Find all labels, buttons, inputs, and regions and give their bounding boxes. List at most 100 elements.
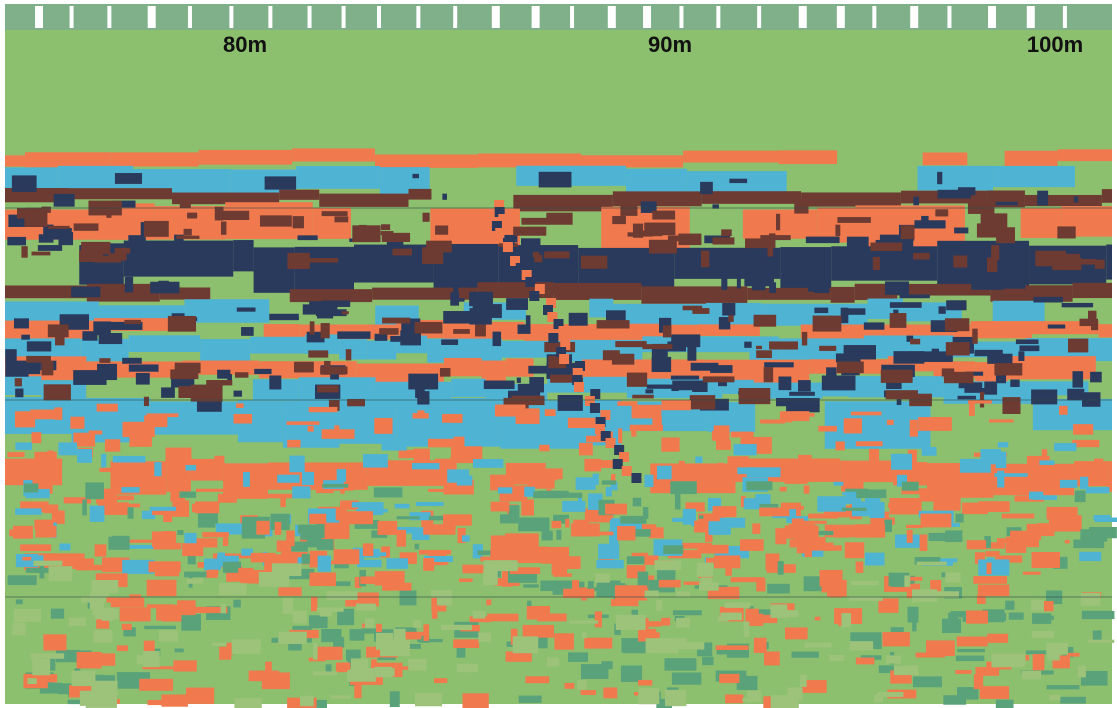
speckle: [416, 502, 444, 506]
speckle: [213, 471, 226, 474]
speckle: [856, 561, 864, 572]
layer-patch: [923, 152, 968, 165]
speckle: [311, 597, 317, 612]
speckle: [932, 349, 939, 354]
speckle: [412, 463, 439, 469]
speckle: [379, 328, 398, 335]
speckle: [588, 581, 594, 589]
speckle: [673, 610, 702, 615]
speckle: [771, 695, 799, 708]
speckle: [886, 655, 901, 663]
speckle: [956, 656, 984, 661]
speckle: [545, 409, 556, 416]
speckle: [910, 420, 918, 437]
speckle: [554, 633, 574, 649]
speckle: [528, 474, 555, 489]
speckle: [1057, 226, 1075, 238]
speckle: [398, 450, 429, 458]
speckle: [69, 618, 86, 627]
speckle: [77, 449, 92, 463]
speckle: [977, 223, 1005, 237]
speckle: [302, 472, 314, 485]
speckle: [38, 245, 62, 251]
speckle: [187, 213, 197, 219]
speckle: [375, 571, 405, 585]
speckle: [313, 643, 318, 660]
speckle: [712, 431, 719, 441]
speckle: [574, 382, 584, 392]
speckle: [759, 508, 789, 517]
speckle: [917, 562, 947, 566]
speckle: [980, 686, 1009, 699]
speckle: [334, 549, 360, 564]
speckle: [569, 620, 598, 623]
speckle: [850, 641, 873, 650]
speckle: [9, 529, 26, 536]
speckle: [140, 486, 161, 494]
speckle: [737, 275, 741, 288]
speckle: [237, 307, 256, 311]
speckle: [946, 342, 970, 355]
layer-patch: [831, 287, 855, 303]
speckle: [320, 607, 333, 616]
speckle: [478, 633, 491, 643]
speckle: [573, 520, 589, 529]
speckle: [221, 222, 226, 235]
speckle: [397, 530, 406, 547]
speckle: [1095, 518, 1117, 522]
speckle: [105, 439, 120, 451]
distance-label: 100m: [1027, 32, 1083, 57]
speckle: [28, 678, 37, 684]
speckle: [675, 494, 681, 510]
speckle: [475, 325, 486, 337]
speckle: [1018, 351, 1024, 361]
speckle: [462, 535, 470, 541]
speckle: [219, 583, 247, 595]
speckle: [785, 627, 808, 639]
speckle: [633, 224, 643, 238]
speckle: [612, 354, 634, 365]
speckle: [967, 540, 986, 549]
speckle: [1072, 371, 1083, 387]
speckle: [957, 649, 985, 652]
speckle: [184, 229, 192, 236]
speckle: [469, 292, 493, 306]
speckle: [346, 349, 352, 360]
speckle: [638, 572, 649, 588]
speckle: [737, 676, 758, 690]
speckle: [630, 425, 663, 431]
layer-patch: [185, 299, 270, 322]
speckle: [473, 611, 485, 619]
speckle: [415, 322, 443, 334]
speckle: [464, 258, 483, 265]
layer-patch: [69, 188, 172, 199]
tick-mark: [229, 6, 233, 28]
speckle: [15, 378, 22, 386]
speckle: [694, 521, 707, 533]
speckle: [1078, 666, 1086, 678]
speckle: [987, 634, 1008, 643]
speckle: [179, 491, 196, 497]
speckle: [516, 408, 540, 424]
speckle: [490, 549, 520, 560]
speckle: [182, 543, 203, 556]
tick-mark: [716, 6, 720, 28]
speckle: [616, 615, 646, 630]
speckle: [806, 237, 840, 244]
speckle: [954, 228, 968, 234]
speckle: [948, 613, 958, 623]
speckle: [966, 610, 988, 623]
tick-mark: [988, 6, 996, 28]
speckle: [111, 598, 144, 608]
speckle: [52, 510, 65, 523]
speckle: [376, 624, 382, 632]
speckle: [124, 320, 141, 324]
speckle: [803, 521, 827, 524]
speckle: [70, 417, 84, 429]
layer-patch: [264, 324, 300, 337]
speckle: [96, 586, 109, 597]
speckle: [974, 674, 983, 689]
speckle: [558, 395, 583, 411]
speckle: [144, 641, 155, 652]
speckle: [856, 441, 883, 446]
